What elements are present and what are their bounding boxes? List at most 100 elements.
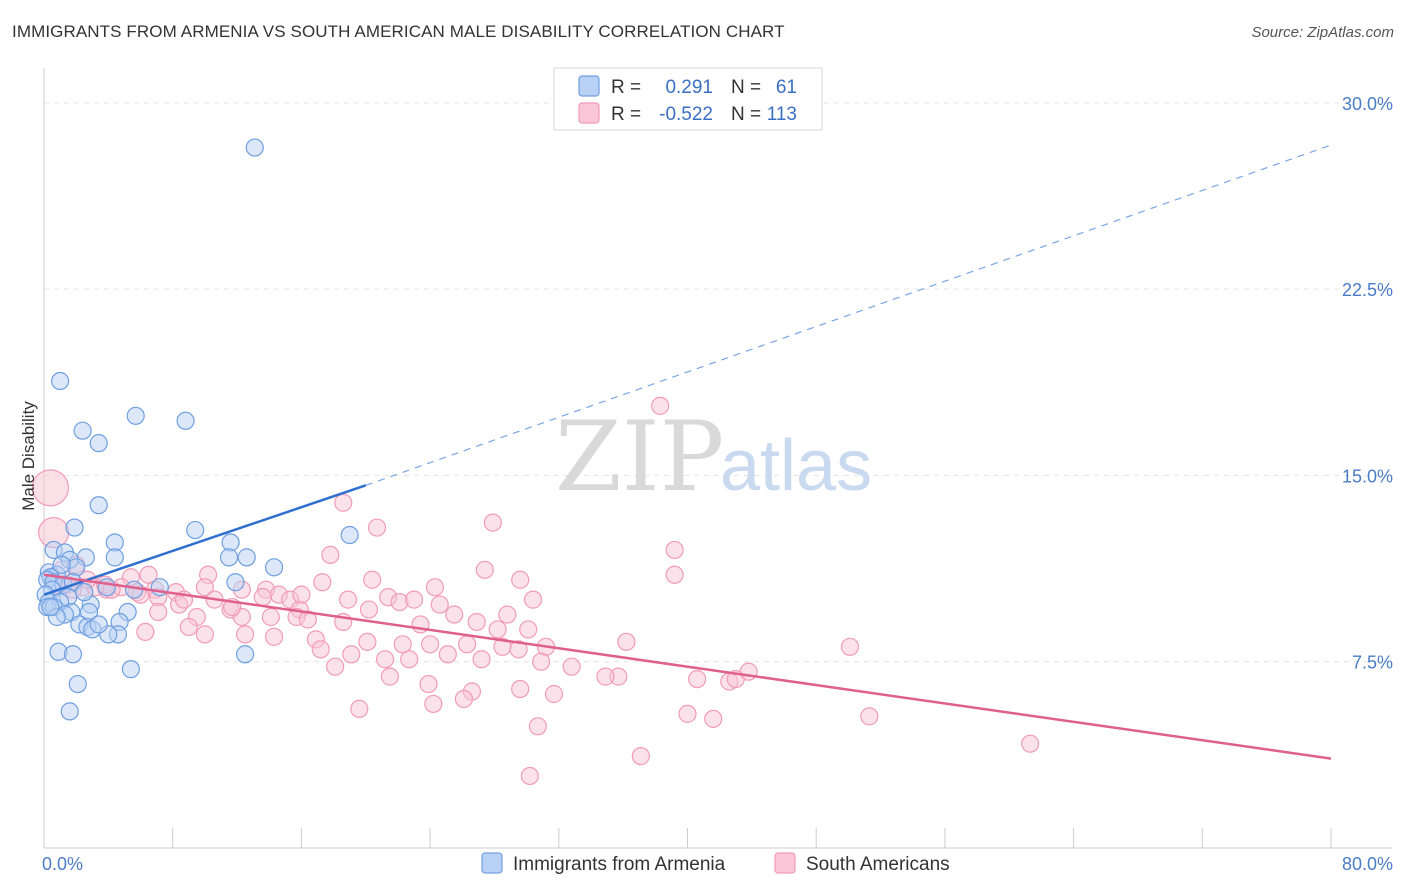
point-south-americans — [179, 617, 198, 637]
axes — [43, 68, 1392, 849]
point-south-americans — [253, 588, 272, 607]
point-south-americans — [483, 513, 502, 532]
point-south-americans — [31, 469, 70, 507]
watermark-zip: ZIP — [555, 401, 724, 513]
x-tick-label-0: 0.0% — [42, 854, 83, 874]
series-legend-label-blue: Immigrants from Armenia — [513, 854, 726, 875]
point-south-americans — [651, 396, 670, 415]
point-south-americans — [519, 620, 538, 639]
point-south-americans — [311, 640, 330, 659]
legend: R = 0.291 N = 61 R = -0.522 N = 113 — [553, 67, 823, 131]
point-south-americans — [235, 625, 255, 644]
point-south-americans — [363, 570, 382, 589]
point-immigrants-from-armenia — [68, 674, 87, 694]
watermark-atlas: atlas — [720, 426, 872, 506]
point-south-americans — [419, 674, 438, 694]
point-south-americans — [1021, 734, 1040, 753]
point-south-americans — [523, 590, 543, 609]
point-immigrants-from-armenia — [340, 525, 359, 545]
source-label: Source: ZipAtlas.com — [1251, 24, 1394, 41]
point-south-americans — [298, 610, 317, 629]
point-south-americans — [509, 640, 528, 659]
point-immigrants-from-armenia — [105, 548, 124, 567]
point-south-americans — [544, 684, 564, 704]
legend-r-label-1: R = — [611, 77, 641, 98]
trend-line-blue — [43, 484, 367, 596]
point-south-americans — [467, 612, 486, 632]
point-south-americans — [136, 622, 155, 642]
point-south-americans — [678, 704, 697, 723]
series-legend-swatch-blue — [481, 852, 503, 874]
trend-line-blue-extension — [365, 144, 1332, 486]
chart-title: IMMIGRANTS FROM ARMENIA VS SOUTH AMERICA… — [12, 22, 785, 41]
point-immigrants-from-armenia — [41, 597, 60, 617]
grid-lines — [44, 102, 1392, 663]
point-immigrants-from-armenia — [121, 660, 140, 679]
point-south-americans — [840, 637, 860, 656]
legend-swatch-pink — [578, 102, 600, 124]
point-south-americans — [498, 605, 517, 624]
point-south-americans — [421, 635, 440, 654]
point-south-americans — [739, 662, 758, 681]
point-south-americans — [321, 545, 340, 565]
series-legend-label-pink: South Americans — [806, 854, 950, 875]
point-immigrants-from-armenia — [237, 548, 256, 567]
trend-line-pink — [43, 573, 1332, 760]
point-south-americans — [261, 607, 280, 627]
point-south-americans — [342, 645, 361, 664]
point-south-americans — [326, 657, 345, 676]
point-immigrants-from-armenia — [89, 496, 108, 515]
point-south-americans — [375, 650, 395, 669]
point-immigrants-from-armenia — [219, 548, 239, 567]
point-south-americans — [195, 578, 214, 597]
point-south-americans — [358, 632, 377, 651]
point-south-americans — [425, 578, 445, 597]
point-south-americans — [149, 602, 168, 622]
point-south-americans — [860, 707, 879, 726]
point-south-americans — [359, 600, 379, 619]
point-south-americans — [367, 518, 387, 537]
point-south-americans — [665, 540, 684, 560]
point-immigrants-from-armenia — [186, 520, 205, 540]
point-south-americans — [454, 689, 473, 709]
legend-swatch-blue — [578, 75, 600, 97]
point-immigrants-from-armenia — [226, 573, 245, 592]
point-immigrants-from-armenia — [75, 583, 94, 602]
legend-n-value-2: 113 — [767, 104, 797, 125]
point-south-americans — [313, 573, 332, 592]
point-south-americans — [488, 620, 507, 639]
point-south-americans — [562, 657, 581, 676]
point-south-americans — [292, 585, 311, 604]
point-south-americans — [688, 669, 707, 689]
y-axis-label: Male Disability — [19, 401, 38, 511]
point-immigrants-from-armenia — [235, 645, 255, 664]
legend-r-value-1: 0.291 — [665, 77, 713, 98]
series-legend-swatch-pink — [774, 852, 796, 874]
point-immigrants-from-armenia — [65, 518, 84, 537]
point-south-americans — [617, 632, 636, 651]
point-immigrants-from-armenia — [50, 371, 70, 391]
point-south-americans — [334, 493, 353, 512]
tick-labels: 7.5% 15.0% 22.5% 30.0% 0.0% 80.0% — [42, 94, 1393, 874]
point-immigrants-from-armenia — [97, 578, 116, 597]
point-immigrants-from-armenia — [73, 421, 92, 440]
y-tick-label-2: 22.5% — [1342, 280, 1393, 300]
point-south-americans — [511, 570, 530, 589]
point-south-americans — [350, 699, 369, 719]
legend-r-value-2: -0.522 — [659, 104, 713, 125]
point-south-americans — [445, 605, 464, 624]
point-south-americans — [458, 635, 477, 654]
point-south-americans — [400, 650, 419, 669]
point-south-americans — [338, 590, 358, 609]
legend-n-label-2: N = — [731, 104, 761, 125]
y-tick-label-0: 7.5% — [1352, 653, 1393, 673]
trend-lines — [43, 144, 1332, 760]
point-immigrants-from-armenia — [89, 434, 108, 453]
legend-n-value-1: 61 — [776, 77, 797, 98]
point-south-americans — [438, 645, 457, 664]
point-south-americans — [511, 679, 530, 699]
point-immigrants-from-armenia — [60, 702, 79, 721]
point-south-americans — [195, 625, 214, 644]
y-tick-label-1: 15.0% — [1342, 466, 1393, 486]
